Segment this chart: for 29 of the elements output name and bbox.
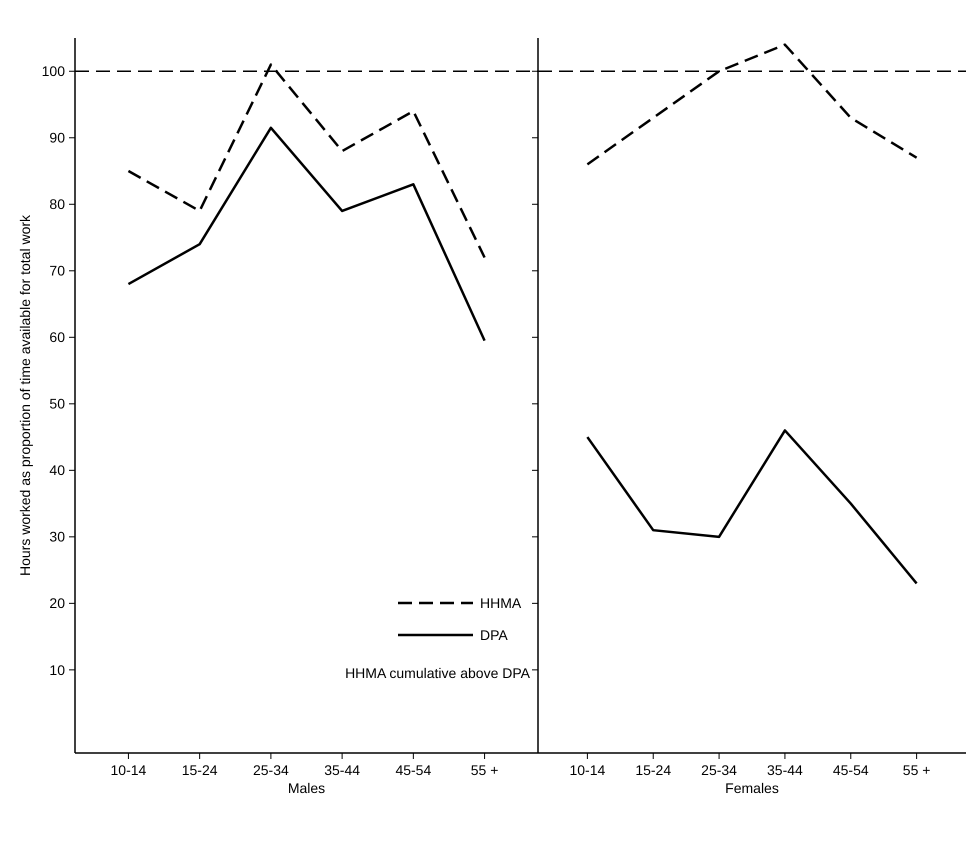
x-tick-label: 35-44 bbox=[324, 762, 360, 778]
y-tick-label: 90 bbox=[49, 130, 66, 146]
annotation: HHMA cumulative above DPA bbox=[345, 665, 531, 681]
text: DPA bbox=[480, 626, 508, 643]
x-tick-label: 10-14 bbox=[569, 762, 606, 778]
y-tick-label: 10 bbox=[49, 662, 66, 678]
y-tick-label: 30 bbox=[49, 528, 66, 545]
x-tick-label: 15-24 bbox=[635, 762, 672, 778]
x-axis-title: Males bbox=[288, 780, 326, 796]
y-tick-label: 70 bbox=[49, 262, 66, 279]
y-tick-label: 50 bbox=[49, 396, 66, 412]
x-tick-label: 15-24 bbox=[182, 762, 218, 778]
y-tick-label: 20 bbox=[49, 595, 66, 612]
y-tick-label: 100 bbox=[42, 63, 66, 80]
x-tick-label: 10-14 bbox=[110, 762, 147, 778]
x-tick-label: 55 + bbox=[902, 762, 930, 778]
y-tick-label: 80 bbox=[49, 196, 66, 212]
y-tick-label: 40 bbox=[49, 462, 66, 478]
x-tick-label: 45-54 bbox=[395, 762, 432, 778]
x-tick-label: 45-54 bbox=[832, 762, 869, 778]
y-axis-title: Hours worked as proportion of time available for total work bbox=[17, 214, 33, 576]
x-tick-label: 25-34 bbox=[252, 762, 289, 778]
line-series bbox=[127, 126, 486, 342]
x-axis-title: Females bbox=[725, 780, 779, 796]
x-tick-label: 35-44 bbox=[767, 762, 804, 778]
y-tick-label: 60 bbox=[49, 329, 66, 346]
x-tick-label: 25-34 bbox=[701, 762, 738, 778]
x-tick-label: 55 + bbox=[470, 762, 498, 778]
text: HHMA bbox=[480, 594, 522, 611]
